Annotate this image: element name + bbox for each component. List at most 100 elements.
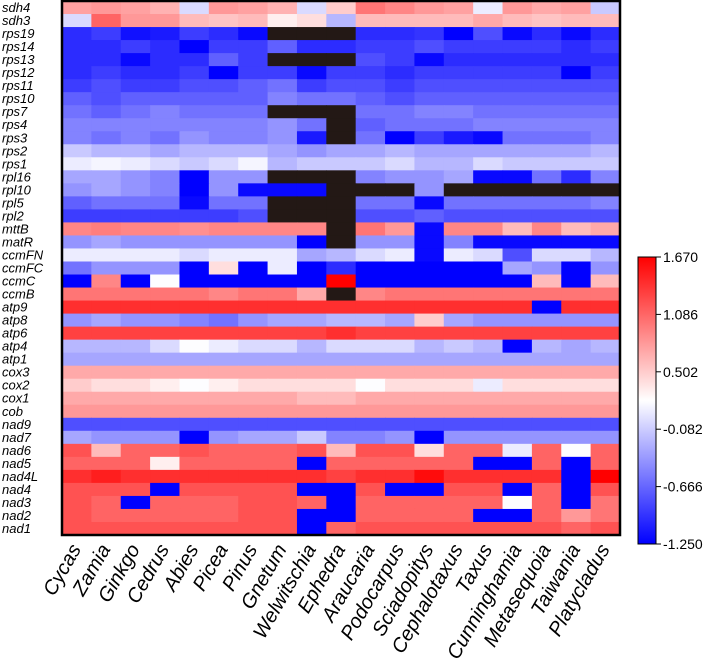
heatmap-cell — [590, 92, 621, 106]
heatmap-cell — [150, 339, 181, 354]
heatmap-cell — [267, 40, 298, 54]
heatmap-cell — [120, 248, 151, 263]
heatmap-cell — [414, 1, 445, 15]
heatmap-cell — [385, 469, 416, 484]
heatmap-cell — [208, 313, 239, 328]
heatmap-cell — [414, 222, 445, 237]
heatmap-cell — [208, 339, 239, 354]
heatmap-cell — [443, 300, 474, 315]
row-label: atp8 — [2, 313, 28, 328]
heatmap-cell — [179, 131, 210, 145]
heatmap-cell — [355, 66, 386, 80]
row-label: nad9 — [2, 417, 31, 432]
heatmap-cell — [91, 495, 122, 510]
heatmap-cell — [296, 14, 327, 28]
heatmap-cell — [590, 300, 621, 315]
heatmap-cell — [385, 365, 416, 380]
heatmap-cell — [473, 40, 504, 54]
heatmap-cell — [326, 248, 357, 263]
heatmap-cell — [355, 170, 386, 184]
heatmap-cell — [385, 1, 416, 15]
row-label: ccmFC — [2, 261, 44, 276]
heatmap-cell — [531, 300, 562, 315]
heatmap-cell — [531, 131, 562, 145]
heatmap-cell — [179, 300, 210, 315]
heatmap-cell — [91, 521, 122, 536]
heatmap-cell — [590, 313, 621, 328]
heatmap-cell — [355, 53, 386, 67]
heatmap-cell — [385, 300, 416, 315]
heatmap-cell — [443, 508, 474, 523]
heatmap-cell — [473, 326, 504, 341]
heatmap-cell — [473, 235, 504, 250]
heatmap-cell — [208, 105, 239, 119]
heatmap-cell — [473, 404, 504, 419]
heatmap-cell — [238, 456, 269, 471]
heatmap-cell — [150, 274, 181, 289]
heatmap-cell — [473, 118, 504, 132]
heatmap-cell — [179, 521, 210, 536]
heatmap-cell — [208, 365, 239, 380]
heatmap-cell — [414, 66, 445, 80]
heatmap-cell — [414, 404, 445, 419]
heatmap-cell — [91, 170, 122, 184]
heatmap-cell — [473, 196, 504, 210]
heatmap-cell — [443, 339, 474, 354]
heatmap-cell — [267, 157, 298, 171]
heatmap-cell — [296, 274, 327, 289]
heatmap-cell — [385, 287, 416, 302]
heatmap-cell — [238, 391, 269, 406]
heatmap-cell — [150, 378, 181, 393]
heatmap-cell — [590, 235, 621, 250]
heatmap-cell — [208, 157, 239, 171]
heatmap-cell — [150, 92, 181, 106]
heatmap-cell — [120, 105, 151, 119]
heatmap-cell — [62, 53, 92, 67]
heatmap-cell — [267, 1, 298, 15]
heatmap-cell — [502, 1, 533, 15]
heatmap-cell — [443, 222, 474, 237]
heatmap-cell — [326, 469, 357, 484]
heatmap-cell — [502, 170, 533, 184]
heatmap-cell — [502, 300, 533, 315]
heatmap-cell — [208, 508, 239, 523]
heatmap-cell — [120, 235, 151, 250]
heatmap-cell — [531, 287, 562, 302]
heatmap-cell — [355, 404, 386, 419]
heatmap-cell — [561, 170, 592, 184]
heatmap-cell — [208, 378, 239, 393]
heatmap-cell — [531, 469, 562, 484]
heatmap-cell — [238, 482, 269, 497]
heatmap-cell — [561, 495, 592, 510]
heatmap-cell — [120, 495, 151, 510]
heatmap-cell — [531, 53, 562, 67]
heatmap-cell — [414, 105, 445, 119]
heatmap-cell — [355, 248, 386, 263]
heatmap-cell — [296, 144, 327, 158]
heatmap-cell — [443, 170, 474, 184]
heatmap-cell — [208, 495, 239, 510]
heatmap-cell — [91, 313, 122, 328]
heatmap-cell — [326, 495, 357, 510]
heatmap-cell — [385, 196, 416, 210]
heatmap-cell — [561, 40, 592, 54]
heatmap-cell — [414, 456, 445, 471]
heatmap-cell — [531, 430, 562, 445]
heatmap-cell — [267, 183, 298, 197]
heatmap-cell — [208, 183, 239, 197]
heatmap-cell — [561, 222, 592, 237]
heatmap-cells — [62, 1, 621, 536]
heatmap-cell — [414, 144, 445, 158]
heatmap-cell — [590, 144, 621, 158]
heatmap-cell — [531, 391, 562, 406]
heatmap-cell — [385, 79, 416, 93]
heatmap-cell — [179, 92, 210, 106]
column-labels: CycasZamiaGinkgoCedrusAbiesPiceaPinusGne… — [39, 541, 614, 664]
heatmap-cell — [443, 391, 474, 406]
heatmap-cell — [414, 313, 445, 328]
heatmap-cell — [208, 248, 239, 263]
heatmap-cell — [590, 430, 621, 445]
row-label: atp9 — [2, 300, 27, 315]
heatmap-cell — [267, 261, 298, 276]
